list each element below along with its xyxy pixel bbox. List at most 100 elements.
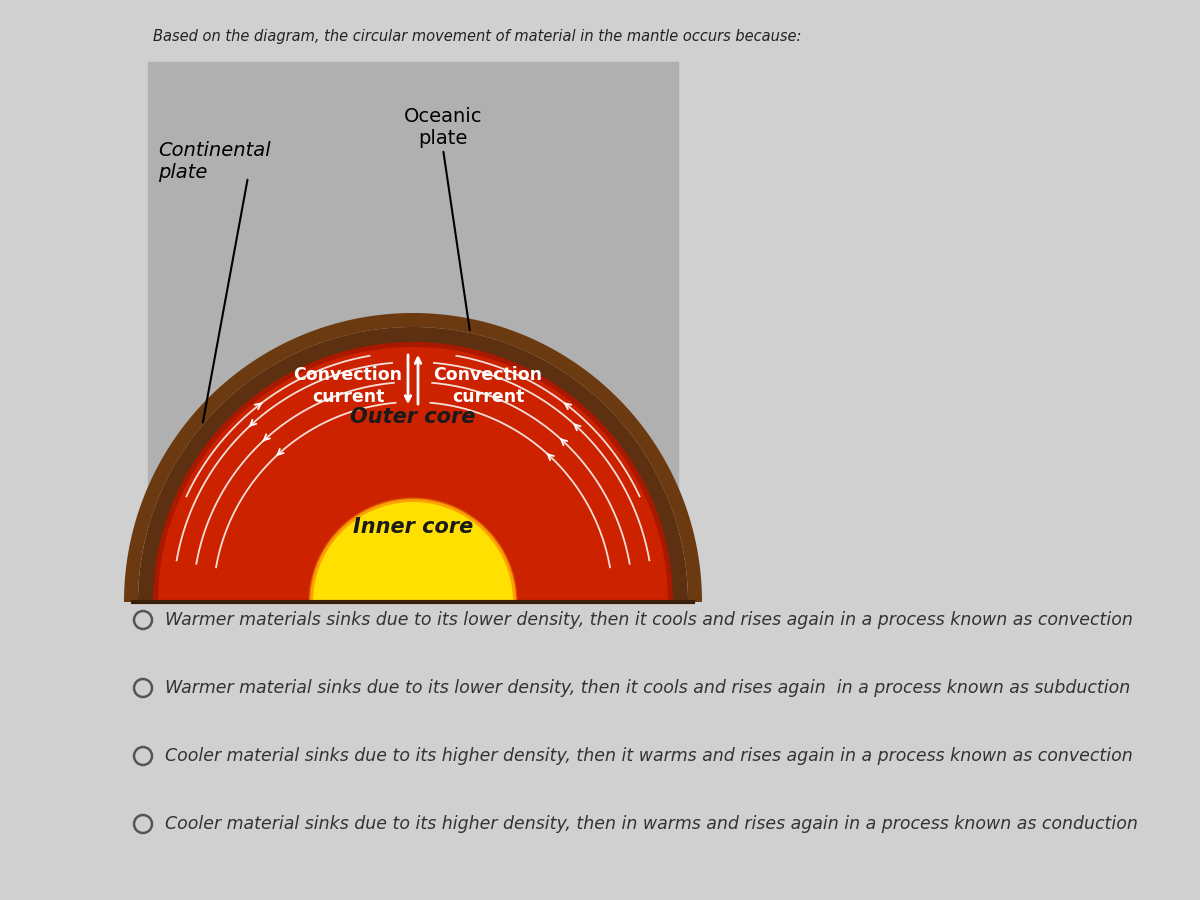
Polygon shape [314, 503, 511, 602]
Polygon shape [314, 504, 511, 602]
Polygon shape [124, 313, 702, 602]
Text: current: current [312, 388, 384, 406]
Polygon shape [314, 503, 512, 602]
Polygon shape [314, 503, 512, 602]
Polygon shape [314, 503, 511, 602]
Text: Oceanic
plate: Oceanic plate [403, 107, 482, 148]
Polygon shape [314, 503, 511, 602]
Polygon shape [314, 503, 512, 602]
Polygon shape [313, 502, 512, 602]
Polygon shape [314, 503, 511, 602]
Polygon shape [182, 372, 643, 602]
Polygon shape [158, 347, 667, 602]
Polygon shape [278, 467, 547, 602]
Polygon shape [276, 464, 551, 602]
Polygon shape [313, 502, 512, 602]
Polygon shape [305, 494, 521, 602]
Bar [148, 62, 678, 582]
Polygon shape [314, 503, 511, 602]
Text: Inner core: Inner core [353, 517, 473, 537]
Text: Outer core: Outer core [350, 407, 475, 427]
Polygon shape [314, 504, 511, 602]
Polygon shape [313, 502, 512, 602]
Polygon shape [148, 337, 678, 602]
Polygon shape [211, 400, 614, 602]
Polygon shape [174, 364, 652, 602]
Polygon shape [313, 502, 512, 602]
Polygon shape [314, 503, 512, 602]
Polygon shape [300, 489, 527, 602]
Polygon shape [226, 414, 601, 602]
Polygon shape [156, 345, 671, 602]
Polygon shape [235, 425, 590, 602]
Polygon shape [313, 502, 512, 602]
Polygon shape [204, 392, 623, 602]
Polygon shape [292, 481, 534, 602]
Polygon shape [163, 353, 662, 602]
Polygon shape [314, 503, 512, 602]
Polygon shape [314, 503, 512, 602]
Polygon shape [228, 417, 599, 602]
Polygon shape [138, 327, 688, 602]
Text: Continental
plate: Continental plate [158, 141, 271, 183]
Polygon shape [313, 502, 512, 602]
Polygon shape [274, 462, 553, 602]
Polygon shape [314, 504, 511, 602]
Polygon shape [314, 503, 511, 602]
Polygon shape [191, 379, 636, 602]
Polygon shape [313, 502, 512, 602]
Text: Cooler material sinks due to its higher density, then it warms and rises again i: Cooler material sinks due to its higher … [166, 747, 1133, 765]
Polygon shape [268, 456, 558, 602]
Polygon shape [313, 502, 512, 602]
Polygon shape [314, 504, 511, 602]
Polygon shape [193, 382, 634, 602]
Polygon shape [313, 502, 512, 602]
Polygon shape [314, 504, 511, 602]
Polygon shape [161, 350, 665, 602]
Polygon shape [270, 459, 556, 602]
Polygon shape [169, 358, 658, 602]
Polygon shape [250, 438, 577, 602]
Polygon shape [196, 384, 630, 602]
Text: Warmer materials sinks due to its lower density, then it cools and rises again i: Warmer materials sinks due to its lower … [166, 611, 1133, 629]
Polygon shape [209, 398, 617, 602]
Text: Based on the diagram, the circular movement of material in the mantle occurs bec: Based on the diagram, the circular movem… [154, 29, 802, 44]
Polygon shape [287, 475, 540, 602]
Polygon shape [314, 503, 512, 602]
Polygon shape [178, 366, 649, 602]
Polygon shape [241, 430, 586, 602]
Polygon shape [252, 441, 575, 602]
Polygon shape [313, 502, 512, 602]
Polygon shape [254, 444, 571, 602]
Text: Warmer material sinks due to its lower density, then it cools and rises again  i: Warmer material sinks due to its lower d… [166, 679, 1130, 697]
Polygon shape [202, 390, 625, 602]
Polygon shape [313, 502, 512, 602]
Polygon shape [283, 472, 542, 602]
Polygon shape [259, 449, 566, 602]
Polygon shape [313, 503, 512, 602]
Polygon shape [307, 497, 518, 602]
Polygon shape [198, 387, 628, 602]
Polygon shape [239, 428, 588, 602]
Text: Cooler material sinks due to its higher density, then in warms and rises again i: Cooler material sinks due to its higher … [166, 815, 1138, 833]
Polygon shape [222, 411, 604, 602]
Polygon shape [313, 502, 512, 602]
Polygon shape [244, 433, 582, 602]
Polygon shape [314, 503, 512, 602]
Polygon shape [313, 502, 514, 602]
Polygon shape [314, 504, 511, 602]
Polygon shape [314, 504, 511, 602]
Polygon shape [257, 446, 569, 602]
Polygon shape [230, 419, 595, 602]
Text: Convection: Convection [294, 366, 402, 384]
Polygon shape [172, 361, 654, 602]
Polygon shape [233, 422, 593, 602]
Polygon shape [206, 395, 619, 602]
Polygon shape [167, 356, 660, 602]
Text: current: current [452, 388, 524, 406]
Polygon shape [314, 503, 512, 602]
Text: Convection: Convection [433, 366, 542, 384]
Polygon shape [180, 369, 647, 602]
Polygon shape [313, 503, 512, 602]
Polygon shape [185, 374, 641, 602]
